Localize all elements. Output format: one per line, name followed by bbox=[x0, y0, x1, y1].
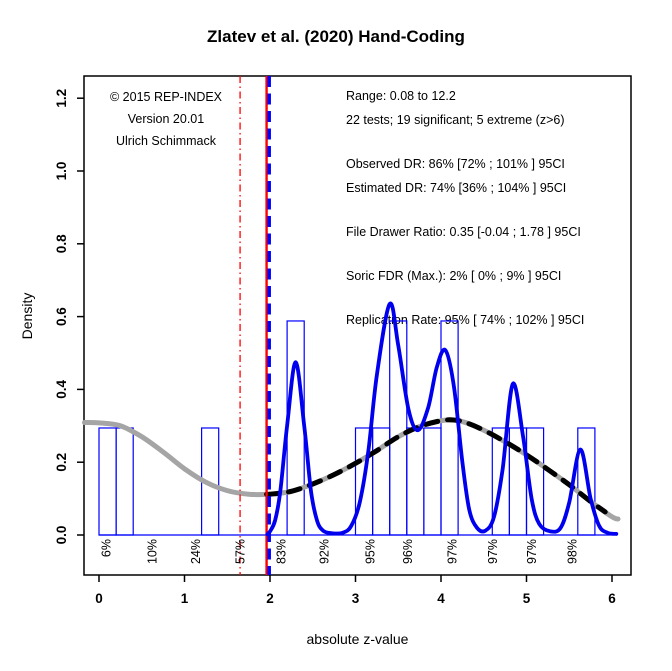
power-label: 57% bbox=[234, 539, 248, 564]
power-label: 96% bbox=[401, 539, 415, 564]
stats-line: Replication Rate: 95% [ 74% ; 102% ] 95C… bbox=[346, 313, 584, 327]
y-tick-label: 0.2 bbox=[54, 453, 69, 472]
stats-line: Soric FDR (Max.): 2% [ 0% ; 9% ] 95CI bbox=[346, 269, 561, 283]
histogram-bar bbox=[286, 320, 305, 536]
stats-line: Observed DR: 86% [72% ; 101% ] 95CI bbox=[346, 157, 565, 171]
plot-border bbox=[83, 75, 632, 576]
y-tick-label: 0.6 bbox=[54, 307, 69, 326]
y-tick-label: 1.0 bbox=[54, 162, 69, 181]
power-label: 97% bbox=[525, 539, 539, 564]
chart-title: Zlatev et al. (2020) Hand-Coding bbox=[207, 27, 465, 46]
stats-line: 22 tests; 19 significant; 5 extreme (z>6… bbox=[346, 113, 565, 127]
power-label: 24% bbox=[189, 539, 203, 564]
credit-line: Version 20.01 bbox=[128, 112, 204, 126]
power-label: 98% bbox=[565, 539, 579, 564]
y-tick-label: 0.0 bbox=[54, 526, 69, 545]
histogram-bar bbox=[423, 427, 442, 536]
predicted-density-dashed bbox=[264, 417, 608, 515]
power-label: 10% bbox=[146, 539, 160, 564]
power-label: 97% bbox=[486, 539, 500, 564]
x-tick-label: 4 bbox=[437, 591, 445, 606]
x-tick-label: 5 bbox=[523, 591, 531, 606]
histogram-bar bbox=[98, 427, 117, 536]
histogram-bar bbox=[406, 427, 425, 536]
histogram-bar bbox=[440, 320, 459, 536]
predicted-density-curve bbox=[81, 417, 621, 522]
x-tick-label: 0 bbox=[95, 591, 103, 606]
histogram-bar bbox=[115, 427, 134, 536]
power-label: 6% bbox=[99, 539, 113, 557]
x-tick-label: 3 bbox=[352, 591, 360, 606]
x-tick-label: 1 bbox=[181, 591, 189, 606]
y-tick-label: 0.4 bbox=[54, 380, 69, 399]
y-tick-label: 1.2 bbox=[54, 89, 69, 108]
stats-line: Range: 0.08 to 12.2 bbox=[346, 89, 456, 103]
power-label: 95% bbox=[364, 539, 378, 564]
observed-density-curve bbox=[265, 301, 619, 537]
credit-line: © 2015 REP-INDEX bbox=[110, 90, 223, 104]
x-axis-title: absolute z-value bbox=[306, 631, 409, 647]
stats-line: File Drawer Ratio: 0.35 [-0.04 ; 1.78 ] … bbox=[346, 225, 581, 239]
stats-line: Estimated DR: 74% [36% ; 104% ] 95CI bbox=[346, 181, 566, 195]
x-tick-label: 2 bbox=[266, 591, 274, 606]
y-tick-label: 0.8 bbox=[54, 234, 69, 253]
x-tick-label: 6 bbox=[608, 591, 616, 606]
credit-line: Ulrich Schimmack bbox=[116, 134, 217, 148]
power-label: 97% bbox=[446, 539, 460, 564]
power-label: 92% bbox=[317, 539, 331, 564]
power-label: 83% bbox=[275, 539, 289, 564]
